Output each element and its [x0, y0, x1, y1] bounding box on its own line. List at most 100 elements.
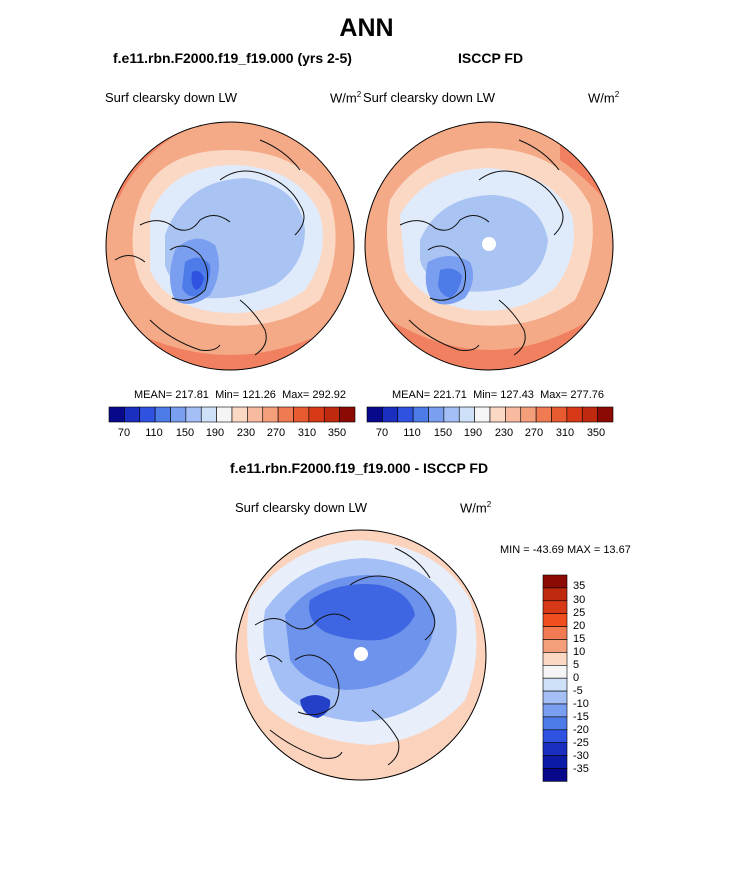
diff-colorbar-swatch: [542, 574, 568, 589]
right-colorbar-swatch: [489, 406, 506, 423]
left-colorbar-swatch: [154, 406, 171, 423]
left-colorbar-tick: 70: [117, 427, 131, 439]
right-colorbar-tick: 190: [463, 427, 483, 439]
left-colorbar-swatch: [231, 406, 248, 423]
left-colorbar-swatch: [108, 406, 125, 423]
left-colorbar-tick: 230: [236, 427, 256, 439]
left-colorbar-tick: 110: [145, 427, 163, 439]
diff-panel-units: W/m2: [460, 500, 492, 516]
diff-colorbar-tick: 25: [573, 607, 586, 619]
right-colorbar-swatch: [597, 406, 614, 423]
diff-map-pole-hole: [354, 647, 368, 661]
diff-colorbar-swatch: [542, 742, 568, 756]
diff-colorbar-swatch: [542, 626, 568, 640]
right-colorbar-tick: 150: [433, 427, 453, 439]
right-colorbar-swatch: [412, 406, 429, 423]
right-panel-units: W/m2: [588, 90, 620, 106]
diff-colorbar-swatch: [542, 716, 568, 731]
diff-colorbar-swatch: [542, 613, 568, 627]
left-colorbar-tick: 270: [266, 427, 286, 439]
left-colorbar-swatch: [124, 406, 141, 423]
diff-panel-variable-label: Surf clearsky down LW: [235, 500, 367, 515]
right-colorbar-tick: 110: [403, 427, 421, 439]
right-colorbar-tick: 310: [555, 427, 575, 439]
diff-colorbar-swatch: [542, 755, 568, 769]
right-colorbar-swatch: [551, 406, 568, 423]
left-map-border: [105, 121, 355, 371]
diff-colorbar-swatch: [542, 677, 568, 692]
left-colorbar-swatch: [277, 406, 294, 423]
right-panel-case-title: ISCCP FD: [458, 50, 524, 66]
right-colorbar-tick: 350: [586, 427, 606, 439]
left-colorbar-tick: 310: [297, 427, 317, 439]
diff-colorbar-tick: -10: [573, 698, 589, 710]
diff-colorbar-swatch: [542, 664, 568, 679]
diff-colorbar-swatch: [542, 639, 568, 653]
diff-colorbar-swatch: [542, 703, 568, 718]
diff-map-blue3: [309, 584, 415, 641]
left-colorbar-tick: 150: [175, 427, 195, 439]
diff-colorbar-tick: 30: [573, 594, 586, 606]
diff-colorbar-tick: 35: [573, 580, 586, 592]
left-colorbar-swatch: [200, 406, 217, 423]
left-colorbar-tick: 190: [205, 427, 225, 439]
diff-colorbar-tick: -25: [573, 737, 589, 749]
right-colorbar: [366, 406, 614, 423]
left-map-coastlines: [114, 139, 305, 356]
left-panel-stats: MEAN= 217.81 Min= 121.26 Max= 292.92: [134, 389, 346, 401]
left-colorbar-swatch: [262, 406, 279, 423]
diff-colorbar-tick: -15: [573, 711, 589, 723]
right-map-pole-hole: [482, 237, 496, 251]
figure-title: ANN: [339, 14, 394, 42]
right-panel-variable-label: Surf clearsky down LW: [363, 90, 495, 105]
diff-colorbar-tick: 15: [573, 633, 586, 645]
diff-map-border: [235, 529, 487, 781]
right-polar-map: [365, 122, 613, 370]
right-colorbar-swatch: [458, 406, 475, 423]
diff-colorbar-tick: -5: [573, 685, 583, 697]
diff-panel-case-title: f.e11.rbn.F2000.f19_f19.000 - ISCCP FD: [230, 460, 489, 476]
left-colorbar-swatch: [139, 406, 156, 423]
diff-colorbar-swatch: [542, 600, 568, 614]
right-map-border: [364, 121, 614, 371]
diff-colorbar-swatch: [542, 690, 568, 705]
right-map-coastlines: [399, 139, 564, 356]
right-colorbar-swatch: [505, 406, 522, 423]
left-panel-units: W/m2: [330, 90, 362, 106]
right-colorbar-swatch: [366, 406, 383, 423]
diff-panel-minmax: MIN = -43.69 MAX = 13.67: [500, 544, 631, 556]
right-colorbar-tick: 70: [375, 427, 389, 439]
right-colorbar-tick: 230: [494, 427, 514, 439]
left-colorbar: [108, 406, 356, 423]
diff-colorbar-tick: 20: [573, 620, 586, 632]
right-colorbar-swatch: [397, 406, 414, 423]
right-colorbar-tick: 270: [524, 427, 544, 439]
left-colorbar-swatch: [170, 406, 187, 423]
diff-colorbar-tick: -35: [573, 763, 589, 775]
right-colorbar-swatch: [428, 406, 445, 423]
right-map-cool-darker: [438, 268, 462, 298]
right-colorbar-swatch: [520, 406, 537, 423]
right-panel-stats: MEAN= 221.71 Min= 127.43 Max= 277.76: [392, 389, 604, 401]
left-colorbar-swatch: [216, 406, 233, 423]
right-colorbar-swatch: [581, 406, 598, 423]
diff-colorbar-swatch: [542, 729, 568, 743]
right-colorbar-swatch: [443, 406, 460, 423]
diff-colorbar-swatch: [542, 652, 568, 666]
diff-colorbar-swatch: [542, 587, 568, 602]
left-panel-case-title: f.e11.rbn.F2000.f19_f19.000 (yrs 2-5): [113, 50, 352, 66]
diff-colorbar-swatch: [542, 768, 568, 782]
left-colorbar-tick: 350: [327, 427, 347, 439]
diff-colorbar-tick: -30: [573, 750, 589, 762]
left-colorbar-swatch: [185, 406, 202, 423]
diff-colorbar-tick: 5: [573, 659, 580, 671]
diff-colorbar-tick: 0: [573, 672, 580, 684]
left-colorbar-swatch: [247, 406, 264, 423]
left-panel-variable-label: Surf clearsky down LW: [105, 90, 237, 105]
right-colorbar-swatch: [382, 406, 399, 423]
left-colorbar-swatch: [323, 406, 340, 423]
left-colorbar-swatch: [308, 406, 325, 423]
left-map-cool-darkest: [191, 270, 204, 290]
diff-colorbar: [542, 574, 568, 782]
